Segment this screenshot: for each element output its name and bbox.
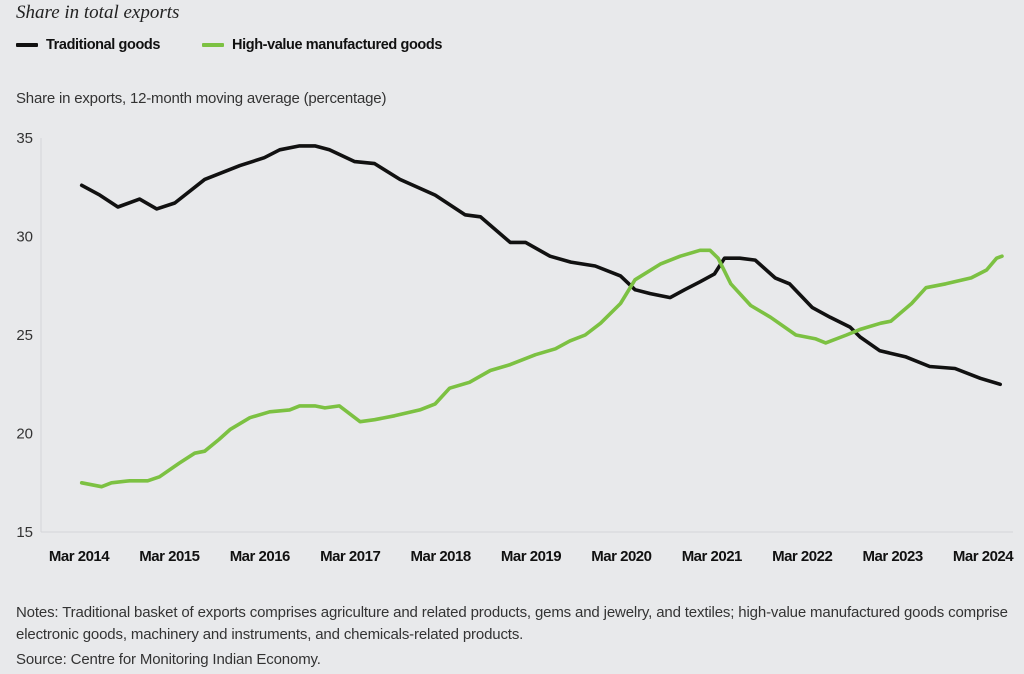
legend-swatch-traditional: [16, 43, 38, 47]
x-tick-label: Mar 2022: [772, 548, 832, 565]
y-tick-label: 25: [16, 327, 33, 344]
notes-text: Notes: Traditional basket of exports com…: [16, 604, 1008, 643]
y-tick-label: 20: [16, 426, 33, 443]
series-line-high-value-goods: [79, 248, 1004, 489]
series-line-traditional-goods: [79, 144, 1003, 387]
y-tick-labels: 15 20 25 30 35: [16, 130, 33, 541]
legend-item-high-value: High-value manufactured goods: [202, 37, 442, 53]
x-tick-label: Mar 2014: [49, 548, 110, 565]
legend-swatch-high-value: [202, 43, 225, 47]
axes: [40, 138, 1013, 533]
y-axis-label: Share in exports, 12-month moving averag…: [16, 90, 387, 107]
x-tick-label: Mar 2017: [320, 548, 380, 565]
y-tick-label: 15: [16, 524, 33, 541]
source-text: Source: Centre for Monitoring Indian Eco…: [16, 651, 321, 668]
legend: Traditional goods High-value manufacture…: [16, 37, 442, 53]
x-tick-label: Mar 2016: [230, 548, 290, 565]
footer: Notes: Traditional basket of exports com…: [16, 602, 1016, 671]
x-tick-label: Mar 2024: [953, 548, 1014, 565]
x-tick-label: Mar 2018: [410, 548, 470, 565]
x-tick-labels: Mar 2014 Mar 2015 Mar 2016 Mar 2017 Mar 2018…: [49, 548, 1015, 565]
x-tick-label: Mar 2020: [591, 548, 651, 565]
legend-label-traditional: Traditional goods: [46, 37, 161, 53]
y-tick-label: 30: [16, 229, 33, 246]
y-tick-label: 35: [16, 130, 33, 147]
x-tick-label: Mar 2015: [139, 548, 199, 565]
x-tick-label: Mar 2023: [862, 548, 922, 565]
series-lines: [79, 144, 1004, 489]
legend-item-traditional: Traditional goods: [16, 37, 160, 53]
x-tick-label: Mar 2019: [501, 548, 561, 565]
x-tick-label: Mar 2021: [682, 548, 742, 565]
chart-title: Share in total exports: [16, 2, 180, 23]
legend-label-high-value: High-value manufactured goods: [232, 37, 442, 53]
